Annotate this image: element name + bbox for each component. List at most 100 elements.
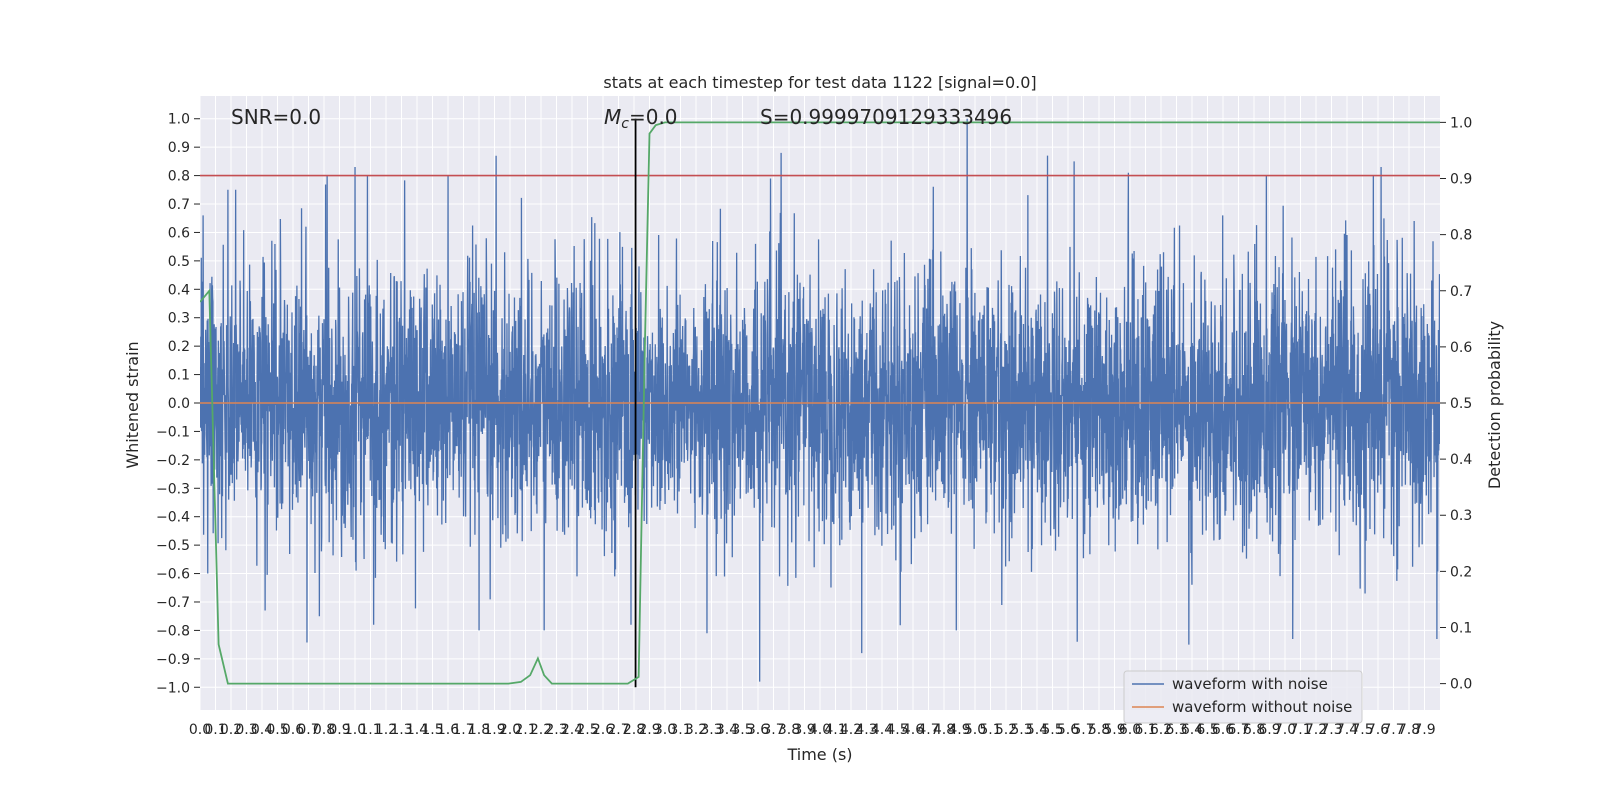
waveform-with-noise-line xyxy=(200,118,1440,682)
x-tick-label: 3.4 xyxy=(716,722,738,738)
y2-tick-label: 0.0 xyxy=(1450,677,1472,693)
x-tick-label: 2.5 xyxy=(576,722,598,738)
x-tick-label: 4.0 xyxy=(809,722,831,738)
x-tick-label: 3.1 xyxy=(669,722,691,738)
y-tick-label: 0.0 xyxy=(168,396,190,412)
y-tick-label: 0.8 xyxy=(168,169,190,185)
y-tick-label: −0.5 xyxy=(156,538,190,554)
x-tick-label: 7.8 xyxy=(1398,722,1420,738)
y2-tick-label: 0.6 xyxy=(1450,340,1472,356)
x-tick-label: 2.1 xyxy=(514,722,536,738)
mc-subscript: c xyxy=(621,116,629,132)
x-tick-label: 2.7 xyxy=(607,722,629,738)
x-tick-label: 7.1 xyxy=(1289,722,1311,738)
x-tick-label: 2.3 xyxy=(545,722,567,738)
x-tick-label: 5.6 xyxy=(1057,722,1079,738)
x-tick-label: 5.0 xyxy=(964,722,986,738)
legend: waveform with noise waveform without noi… xyxy=(1123,670,1363,724)
x-tick-label: 2.0 xyxy=(499,722,521,738)
x-tick-label: 3.7 xyxy=(762,722,784,738)
x-tick-label: 1.5 xyxy=(421,722,443,738)
x-tick-label: 1.1 xyxy=(359,722,381,738)
x-tick-label: 7.9 xyxy=(1413,722,1435,738)
x-tick-label: 3.8 xyxy=(778,722,800,738)
legend-box xyxy=(1123,670,1363,724)
x-tick-label: 2.4 xyxy=(561,722,583,738)
x-tick-label: 6.9 xyxy=(1258,722,1280,738)
x-tick-label: 7.3 xyxy=(1320,722,1342,738)
x-tick-label: 0.8 xyxy=(313,722,335,738)
x-tick-label: 3.9 xyxy=(793,722,815,738)
detection-probability-line xyxy=(200,121,1440,685)
x-tick-label: 5.5 xyxy=(1041,722,1063,738)
x-tick-label: 7.4 xyxy=(1336,722,1358,738)
x-tick-label: 6.8 xyxy=(1243,722,1265,738)
snr-annotation: SNR=0.0 xyxy=(231,105,321,129)
x-tick-label: 6.0 xyxy=(1119,722,1141,738)
overlay-lines xyxy=(200,118,1440,688)
x-tick-label: 2.6 xyxy=(592,722,614,738)
y2-tick-label: 0.9 xyxy=(1450,172,1472,188)
x-tick-label: 1.9 xyxy=(483,722,505,738)
x-tick-label: 3.3 xyxy=(700,722,722,738)
x-tick-label: 0.6 xyxy=(282,722,304,738)
x-tick-label: 0.2 xyxy=(220,722,242,738)
y-tick-label: 0.7 xyxy=(168,197,190,213)
x-tick-label: 4.6 xyxy=(902,722,924,738)
y-tick-label: −0.9 xyxy=(156,652,190,668)
x-tick-label: 4.2 xyxy=(840,722,862,738)
x-tick-label: 0.9 xyxy=(328,722,350,738)
x-tick-label: 1.0 xyxy=(344,722,366,738)
x-tick-label: 3.2 xyxy=(685,722,707,738)
y-tick-label: −0.1 xyxy=(156,424,190,440)
x-tick-label: 5.8 xyxy=(1088,722,1110,738)
x-tick-label: 0.7 xyxy=(297,722,319,738)
x-axis-ticks: 0.00.10.20.30.40.50.60.70.80.91.01.11.21… xyxy=(189,722,1436,738)
x-tick-label: 7.7 xyxy=(1382,722,1404,738)
y2-axis-label: Detection probability xyxy=(1485,321,1504,489)
x-tick-label: 4.3 xyxy=(855,722,877,738)
x-tick-label: 6.2 xyxy=(1150,722,1172,738)
x-tick-label: 0.5 xyxy=(266,722,288,738)
y-tick-label: −1.0 xyxy=(156,680,190,696)
y-tick-label: 0.5 xyxy=(168,254,190,270)
x-tick-label: 1.8 xyxy=(468,722,490,738)
y2-tick-label: 0.3 xyxy=(1450,508,1472,524)
x-tick-label: 5.4 xyxy=(1026,722,1048,738)
x-tick-label: 0.4 xyxy=(251,722,273,738)
x-tick-label: 2.9 xyxy=(638,722,660,738)
x-tick-label: 5.7 xyxy=(1072,722,1094,738)
x-tick-label: 6.1 xyxy=(1134,722,1156,738)
y-tick-label: −0.2 xyxy=(156,453,190,469)
y-tick-label: −0.3 xyxy=(156,481,190,497)
mc-symbol: M xyxy=(604,105,621,129)
x-tick-label: 6.3 xyxy=(1165,722,1187,738)
x-tick-label: 7.0 xyxy=(1274,722,1296,738)
y2-tick-label: 0.5 xyxy=(1450,396,1472,412)
x-axis-label: Time (s) xyxy=(786,745,852,764)
x-tick-label: 5.1 xyxy=(979,722,1001,738)
mc-annotation: Mc=0.0 xyxy=(604,105,678,132)
x-tick-label: 2.8 xyxy=(623,722,645,738)
x-tick-label: 1.3 xyxy=(390,722,412,738)
y-tick-label: 1.0 xyxy=(168,112,190,128)
y-tick-label: 0.1 xyxy=(168,368,190,384)
y2-tick-label: 1.0 xyxy=(1450,115,1472,131)
x-tick-label: 1.7 xyxy=(452,722,474,738)
y2-tick-label: 0.2 xyxy=(1450,564,1472,580)
chart-title: stats at each timestep for test data 112… xyxy=(603,73,1036,92)
x-tick-label: 4.8 xyxy=(933,722,955,738)
x-tick-label: 7.5 xyxy=(1351,722,1373,738)
x-tick-label: 3.5 xyxy=(731,722,753,738)
x-tick-label: 6.5 xyxy=(1196,722,1218,738)
x-tick-label: 6.7 xyxy=(1227,722,1249,738)
x-tick-label: 5.9 xyxy=(1103,722,1125,738)
x-tick-label: 2.2 xyxy=(530,722,552,738)
y-tick-label: −0.6 xyxy=(156,567,190,583)
mc-value: =0.0 xyxy=(629,105,678,129)
x-tick-label: 0.0 xyxy=(189,722,211,738)
y2-tick-label: 0.1 xyxy=(1450,620,1472,636)
x-tick-label: 4.4 xyxy=(871,722,893,738)
y-tick-label: −0.8 xyxy=(156,623,190,639)
